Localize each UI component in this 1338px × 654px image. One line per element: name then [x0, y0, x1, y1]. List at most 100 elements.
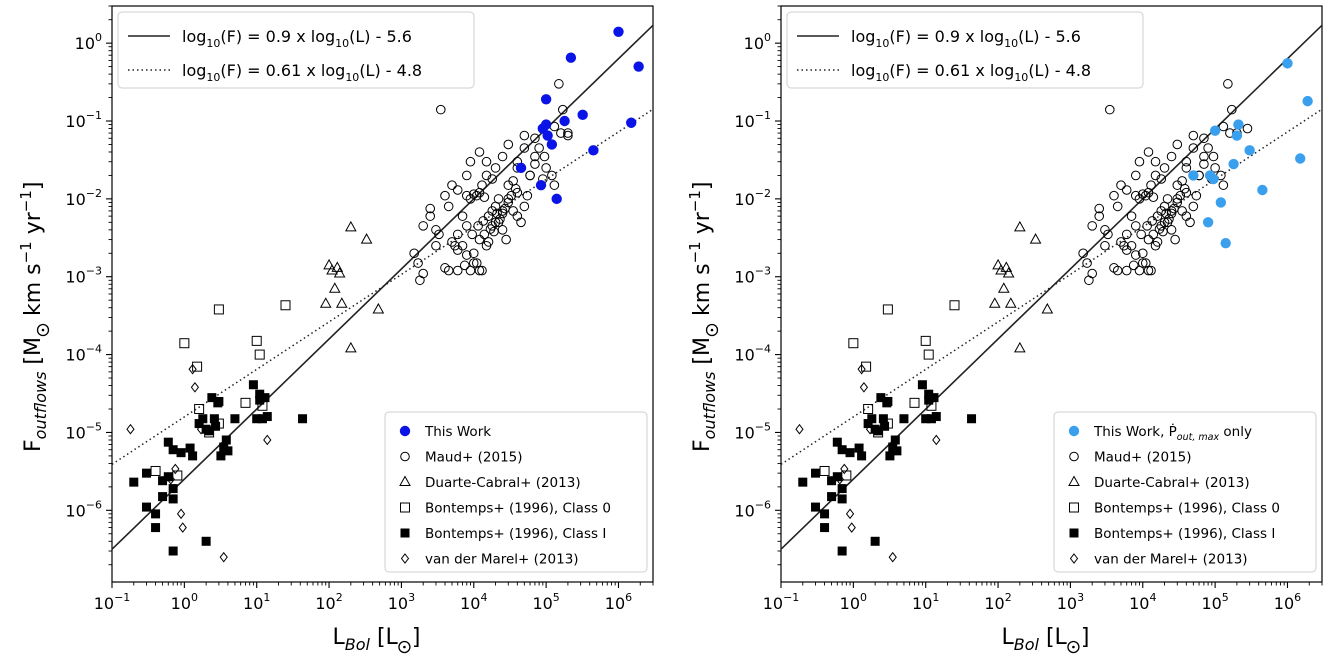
data-point [201, 536, 211, 546]
data-point [168, 494, 178, 504]
data-point [190, 381, 200, 393]
data-point [248, 380, 258, 390]
data-point [344, 220, 357, 232]
y-tick-label: 100 [75, 31, 102, 53]
data-point [1282, 58, 1293, 69]
data-point [219, 551, 228, 563]
data-point [479, 229, 490, 240]
data-point [1143, 147, 1154, 157]
data-point [1150, 156, 1161, 167]
data-point [151, 523, 161, 533]
data-point [409, 248, 419, 259]
data-point [1179, 183, 1190, 194]
x-tick-label: 103 [1057, 591, 1084, 613]
data-point [1109, 190, 1119, 201]
data-point [490, 163, 501, 173]
right-panel: 10−1 100 101 102 103 104 105 106 10−6 10−5 10−4 10−… [686, 5, 1323, 654]
data-point [1140, 258, 1151, 268]
data-point [171, 463, 180, 475]
data-point [1130, 170, 1141, 181]
data-point [1295, 153, 1306, 164]
data-point [540, 119, 552, 130]
data-point [473, 221, 483, 231]
data-point [837, 494, 847, 504]
data-point [1134, 156, 1145, 167]
data-point [1164, 214, 1174, 224]
legend-marker [1069, 553, 1079, 564]
data-point [477, 180, 487, 190]
data-point [835, 474, 844, 485]
y-tick-label: 100 [744, 31, 771, 53]
x-axis-label: LBol [L] [1002, 625, 1090, 654]
legend-marker [399, 425, 411, 437]
data-point [565, 52, 577, 63]
series-2 [988, 220, 1054, 353]
data-point [861, 361, 872, 372]
data-point [166, 474, 175, 485]
data-point [888, 551, 897, 563]
data-point [1156, 174, 1167, 184]
fit-line-solid [112, 24, 653, 550]
data-point [556, 128, 566, 138]
data-point [1146, 180, 1156, 190]
data-point [542, 130, 553, 141]
fit-lines [112, 24, 653, 550]
y-label-sun-group [36, 323, 50, 337]
y-tick-label: 10−4 [734, 343, 771, 365]
data-point [500, 203, 510, 214]
data-point [1242, 123, 1253, 134]
data-point [854, 443, 864, 453]
data-point [917, 380, 927, 390]
data-point [1013, 220, 1026, 232]
data-point [949, 300, 960, 311]
data-point [1121, 245, 1132, 255]
data-point [1130, 190, 1141, 201]
sun-symbol-icon [1067, 640, 1080, 654]
data-point [198, 414, 208, 424]
data-point [503, 139, 514, 150]
data-point [1257, 184, 1268, 196]
data-point [1208, 151, 1219, 162]
data-point [847, 522, 856, 533]
data-point [613, 26, 624, 37]
data-point [557, 104, 568, 115]
data-point [837, 445, 847, 455]
data-point [997, 282, 1010, 293]
x-tick-label: 105 [532, 591, 559, 613]
legend-label: van der Marel+ (2013) [1094, 552, 1248, 568]
data-point [443, 201, 454, 212]
data-point [811, 502, 821, 512]
data-point [530, 159, 540, 169]
data-point [260, 393, 270, 403]
data-point [1202, 217, 1214, 228]
data-point [163, 472, 173, 482]
data-point [474, 147, 485, 157]
data-point [1209, 125, 1221, 136]
data-point [192, 361, 203, 372]
sun-symbol-icon [398, 640, 411, 654]
data-point [1199, 133, 1209, 144]
data-point [194, 404, 205, 415]
data-point [551, 193, 562, 205]
data-point [413, 258, 423, 268]
data-point [1094, 211, 1105, 221]
data-points [126, 26, 644, 563]
data-point [209, 414, 219, 424]
data-point [467, 229, 477, 240]
data-point [1004, 297, 1017, 308]
data-point [827, 476, 837, 486]
data-point [890, 435, 900, 445]
y-tick-label: 10−1 [734, 109, 771, 131]
data-point [211, 421, 221, 431]
data-point [474, 234, 485, 245]
data-point [865, 423, 875, 435]
data-point [546, 139, 558, 150]
data-point [1181, 163, 1192, 173]
data-point [478, 216, 489, 226]
series-4 [798, 380, 977, 556]
data-point [431, 240, 441, 251]
data-point [1103, 229, 1113, 240]
data-point [534, 143, 544, 153]
data-point [461, 170, 472, 181]
data-point [995, 264, 1007, 275]
